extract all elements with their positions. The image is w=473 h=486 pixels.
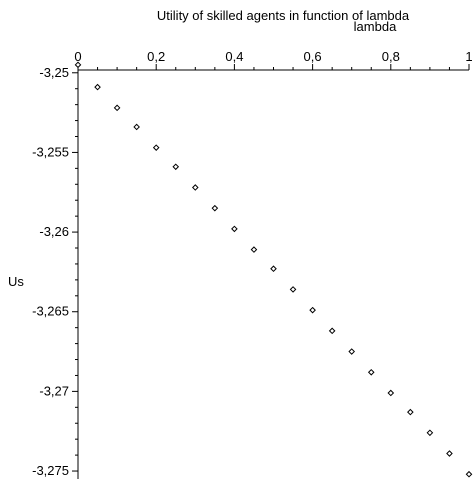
x-tick-label: 0,8 [382,49,400,64]
y-tick-label: -3,275 [32,463,69,478]
x-tick-label: 0 [74,49,81,64]
data-point [309,306,316,314]
y-tick-label: -3,255 [32,144,69,159]
y-tick-label: -3,265 [32,304,69,319]
data-point [94,83,101,91]
x-tick-label: 0,6 [304,49,322,64]
data-point [113,104,121,112]
data-point [348,348,356,355]
x-tick-label: 1 [465,49,472,64]
x-tick-label: 0,2 [147,49,165,64]
data-point [465,470,473,478]
data-point [426,429,434,437]
data-point [231,225,238,233]
y-ticks: -3,25 -3,255 -3,26 -3,265 -3,27 -3,275 [32,65,78,478]
y-axis-label: Us [8,274,24,289]
data-point [191,184,199,191]
data-point [407,408,414,416]
data-point [211,204,219,212]
data-point [367,368,375,376]
data-point [74,61,82,69]
y-tick-label: -3,27 [39,383,69,398]
y-tick-label: -3,26 [39,224,69,239]
data-point [152,144,160,151]
data-point [328,327,336,335]
x-axis-label: lambda [354,19,397,34]
data-point [172,163,180,171]
data-point [133,123,140,131]
data-points [74,61,473,478]
x-tick-label: 0,4 [225,49,243,64]
data-point [387,389,395,397]
data-point [270,265,277,273]
chart-title: Utility of skilled agents in function of… [157,8,410,23]
x-ticks: 0 0,2 0,4 0,6 0,8 1 [74,49,473,70]
y-tick-label: -3,25 [39,65,69,80]
data-point [446,450,453,457]
data-point [289,286,297,293]
data-point [250,246,258,253]
